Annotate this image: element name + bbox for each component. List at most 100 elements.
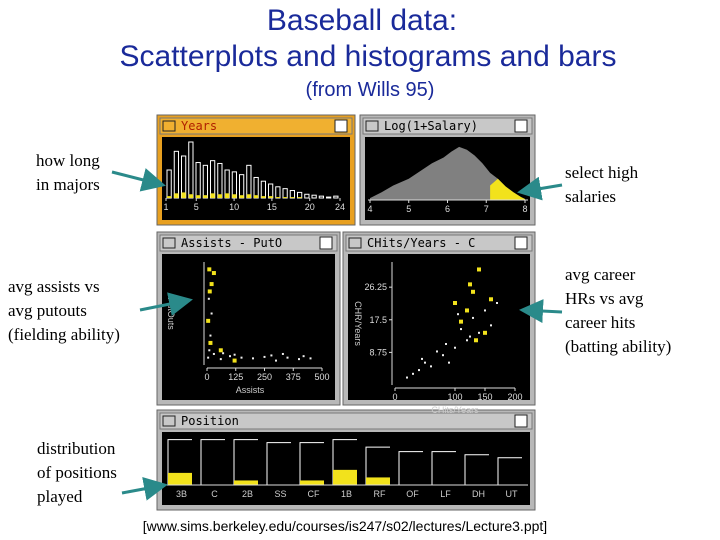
screenshot: Years Log(1+Salary) Assists - PutO CHits/Ye…	[156, 114, 536, 511]
panel-titlebar	[159, 234, 338, 252]
panel-button	[162, 237, 176, 249]
category-label: RF	[374, 489, 386, 499]
selected-bar	[246, 194, 251, 198]
histogram-bar	[304, 193, 310, 199]
point	[229, 355, 231, 358]
tick-label: 150	[477, 392, 492, 402]
bar	[233, 439, 258, 485]
selected-bar	[300, 480, 324, 485]
point	[421, 357, 423, 360]
point	[445, 343, 447, 345]
highlighted-point	[489, 297, 493, 302]
point	[454, 346, 456, 349]
panel-titlebar	[159, 117, 353, 135]
title-line: Baseball data:	[267, 4, 457, 37]
tick-label: 500	[314, 372, 329, 382]
highlighted-point	[477, 267, 481, 272]
tick-label: 7	[484, 204, 489, 214]
highlighted-point	[207, 267, 212, 272]
arrow	[139, 292, 193, 316]
selected-bar	[261, 196, 266, 198]
tick-label: 100	[447, 392, 462, 402]
highlighted-point	[207, 289, 212, 294]
tick-label: 0	[204, 372, 209, 382]
panel-button	[365, 120, 379, 132]
annotation-line: (batting ability)	[565, 337, 671, 356]
point	[448, 361, 450, 364]
panel-title: Assists - PutO	[181, 236, 282, 250]
bar	[365, 446, 390, 485]
subtitle: (from Wills 95)	[306, 79, 435, 101]
selected-bar	[168, 472, 192, 485]
point	[286, 356, 289, 359]
point	[442, 354, 444, 357]
selected-area	[490, 178, 525, 200]
tick-label: 24	[335, 202, 345, 212]
annotation-line: HRs vs avg	[565, 289, 644, 308]
tick-label: 15	[267, 202, 277, 212]
tick-label: 375	[286, 372, 301, 382]
point	[430, 365, 432, 368]
highlighted-point	[209, 282, 214, 287]
category-label: OF	[406, 489, 419, 499]
highlighted-point	[453, 301, 457, 305]
annotations: how long in majors select high salaries avg …	[8, 151, 671, 506]
plot-area	[348, 254, 530, 400]
bar	[398, 451, 423, 485]
point	[233, 353, 236, 356]
selected-bar	[283, 197, 288, 198]
point	[472, 316, 474, 319]
tick-label: 1	[163, 202, 168, 212]
highlighted-point	[471, 289, 475, 294]
point	[222, 352, 225, 355]
panel-title: Years	[181, 119, 217, 133]
tick-label: 125	[228, 372, 243, 382]
selected-bar	[188, 194, 193, 198]
footer: [www.sims.berkeley.edu/courses/is247/s02…	[143, 518, 547, 534]
point	[252, 357, 254, 360]
tick-label: 5	[194, 202, 199, 212]
selected-bar	[234, 480, 258, 485]
category-label: C	[211, 489, 218, 499]
annotation: distribution of positions played	[37, 439, 117, 506]
panel-title: Log(1+Salary)	[384, 119, 478, 133]
arrow	[517, 176, 563, 201]
category-label: 1B	[341, 489, 352, 499]
point	[466, 339, 468, 342]
highlighted-point	[465, 308, 469, 313]
tick-label: 250	[257, 372, 272, 382]
point	[210, 312, 213, 315]
highlighted-point	[218, 348, 223, 353]
point	[207, 297, 210, 300]
highlighted-point	[208, 340, 213, 345]
panel-title: Position	[181, 414, 239, 428]
selected-bar	[254, 195, 259, 198]
point	[298, 358, 300, 361]
bar	[464, 454, 489, 485]
highlighted-point	[211, 271, 216, 276]
category-label: LF	[440, 489, 451, 499]
selected-bar	[167, 196, 172, 198]
histogram-bar	[318, 195, 324, 199]
highlighted-point	[483, 330, 487, 335]
selected-bar	[210, 193, 215, 198]
point	[412, 372, 414, 375]
selected-bar	[297, 197, 302, 198]
point	[490, 324, 492, 327]
plot-area	[162, 254, 335, 400]
point	[424, 361, 426, 364]
category-label: CF	[308, 489, 320, 499]
tick-label: 26.25	[364, 282, 387, 292]
panel-titlebar	[345, 234, 533, 252]
point	[418, 369, 420, 372]
highlighted-point	[459, 319, 463, 324]
category-label: UT	[506, 489, 518, 499]
histogram-bar	[333, 195, 339, 199]
highlighted-point	[474, 338, 478, 343]
panel-button	[319, 236, 333, 250]
annotation-line: select high	[565, 163, 639, 182]
annotation-line: how long	[36, 151, 100, 170]
annotation-line: in majors	[36, 175, 100, 194]
point	[302, 355, 305, 358]
